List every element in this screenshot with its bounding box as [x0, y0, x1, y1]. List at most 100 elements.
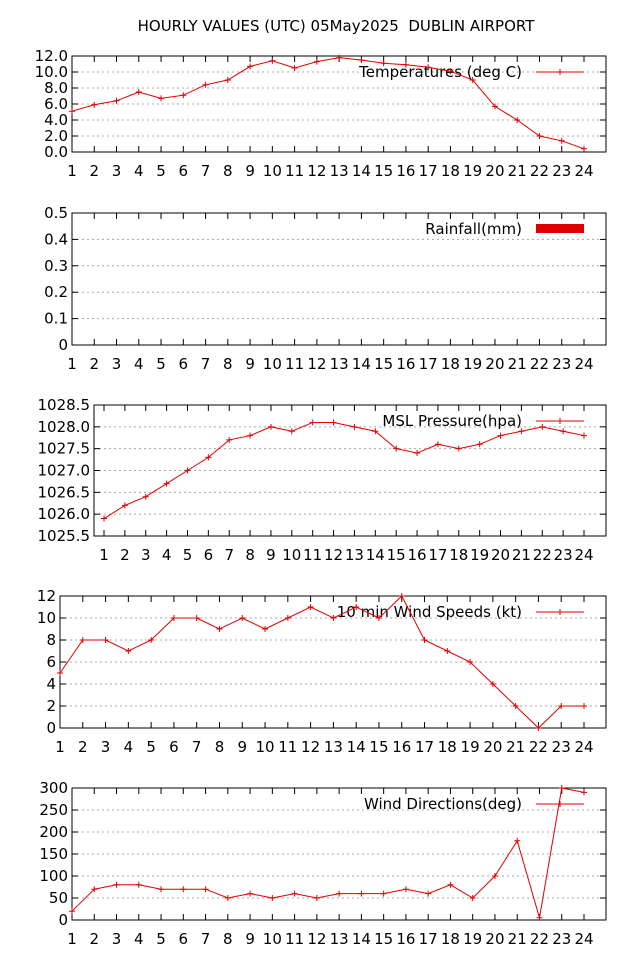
x-tick-label: 18 [441, 355, 460, 373]
y-tick-label: 50 [49, 889, 68, 907]
plot-frame [93, 404, 607, 537]
x-tick-label: 12 [307, 162, 326, 180]
chart-panel-1: 0.02.04.06.08.010.012.01 2 3 4 5 6 7 8 9 10 11 12 13… [35, 47, 607, 180]
x-tick-label: 12 [307, 355, 326, 373]
data-point [380, 60, 387, 67]
x-tick-label: 2 [78, 738, 88, 756]
y-tick-label: 150 [39, 845, 68, 863]
x-tick-label: 9 [237, 738, 247, 756]
x-tick-label: 18 [449, 546, 468, 564]
y-tick-label: 200 [39, 823, 68, 841]
x-tick-label: 7 [192, 738, 202, 756]
y-tick-label: 4 [46, 675, 56, 693]
x-tick-label: 8 [245, 546, 255, 564]
x-tick-label: 16 [396, 355, 415, 373]
y-tick-label: 0 [58, 336, 68, 354]
x-tick-label: 10 [255, 738, 274, 756]
data-point [518, 428, 525, 435]
data-point [101, 515, 107, 522]
data-point [536, 133, 543, 139]
y-tick-label: 100 [39, 867, 68, 885]
x-tick-label: 4 [124, 738, 134, 756]
x-tick-label: 11 [285, 355, 304, 373]
y-tick-label: 1027.5 [38, 440, 91, 458]
data-point [514, 117, 521, 123]
data-point [313, 895, 320, 901]
data-point [358, 57, 365, 63]
data-point [491, 873, 498, 879]
y-tick-label: 1028.5 [38, 396, 91, 414]
data-point [113, 97, 120, 104]
x-tick-label: 13 [324, 738, 343, 756]
x-tick-label: 24 [574, 930, 593, 948]
data-point [202, 886, 209, 893]
data-point [330, 419, 337, 426]
data-point [467, 659, 474, 665]
data-point [247, 890, 254, 897]
data-point [358, 890, 365, 897]
x-tick-label: 12 [301, 738, 320, 756]
data-point [581, 432, 587, 439]
legend-marker [557, 69, 563, 75]
x-tick-label: 24 [574, 546, 593, 564]
x-tick-label: 7 [224, 546, 234, 564]
x-tick-label: 20 [491, 546, 510, 564]
data-point [402, 886, 409, 893]
x-tick-label: 1 [67, 162, 77, 180]
x-tick-label: 21 [508, 162, 527, 180]
x-tick-label: 9 [245, 355, 255, 373]
y-tick-label: 6.0 [44, 95, 68, 113]
data-point [447, 881, 454, 888]
x-tick-label: 1 [67, 930, 77, 948]
x-tick-label: 10 [263, 162, 282, 180]
x-tick-label: 11 [303, 546, 322, 564]
data-point [113, 881, 120, 888]
x-tick-label: 23 [552, 162, 571, 180]
x-tick-label: 19 [463, 930, 482, 948]
data-point [491, 103, 498, 110]
data-point [581, 703, 587, 709]
legend-marker [557, 801, 563, 807]
data-point [434, 441, 441, 448]
data-point [184, 467, 191, 474]
x-tick-label: 16 [396, 162, 415, 180]
data-point [489, 681, 496, 687]
x-tick-label: 10 [282, 546, 301, 564]
data-point [202, 81, 209, 88]
y-tick-label: 0.0 [44, 143, 68, 161]
y-tick-label: 0 [58, 911, 68, 929]
plot-frame [71, 787, 607, 921]
x-tick-label: 7 [201, 930, 211, 948]
x-tick-label: 17 [419, 930, 438, 948]
x-tick-label: 21 [508, 930, 527, 948]
x-tick-label: 5 [146, 738, 156, 756]
chart-panel-3: 1025.51026.01026.51027.01027.51028.01028… [38, 396, 607, 564]
x-tick-label: 13 [330, 162, 349, 180]
y-tick-label: 0.5 [44, 204, 68, 222]
legend-marker [557, 418, 563, 424]
y-tick-label: 1026.5 [38, 483, 91, 501]
x-tick-label: 14 [366, 546, 385, 564]
data-point [125, 648, 132, 654]
y-tick-label: 6 [46, 653, 56, 671]
data-point [351, 423, 358, 430]
x-tick-label: 24 [574, 355, 593, 373]
y-tick-label: 10 [37, 609, 56, 627]
data-point [91, 101, 98, 108]
x-tick-label: 22 [529, 738, 548, 756]
x-tick-label: 9 [245, 930, 255, 948]
x-tick-label: 19 [463, 162, 482, 180]
x-tick-label: 20 [485, 930, 504, 948]
data-point [455, 445, 462, 452]
data-point [158, 95, 165, 102]
x-tick-label: 15 [374, 162, 393, 180]
x-tick-label: 5 [183, 546, 193, 564]
data-point [224, 895, 231, 901]
legend-marker [557, 609, 563, 615]
data-point [336, 54, 343, 61]
data-point [514, 837, 521, 844]
data-point [269, 57, 276, 64]
page-title: HOURLY VALUES (UTC) 05May2025 DUBLIN AIR… [137, 17, 535, 35]
x-tick-label: 17 [428, 546, 447, 564]
x-tick-label: 17 [419, 355, 438, 373]
